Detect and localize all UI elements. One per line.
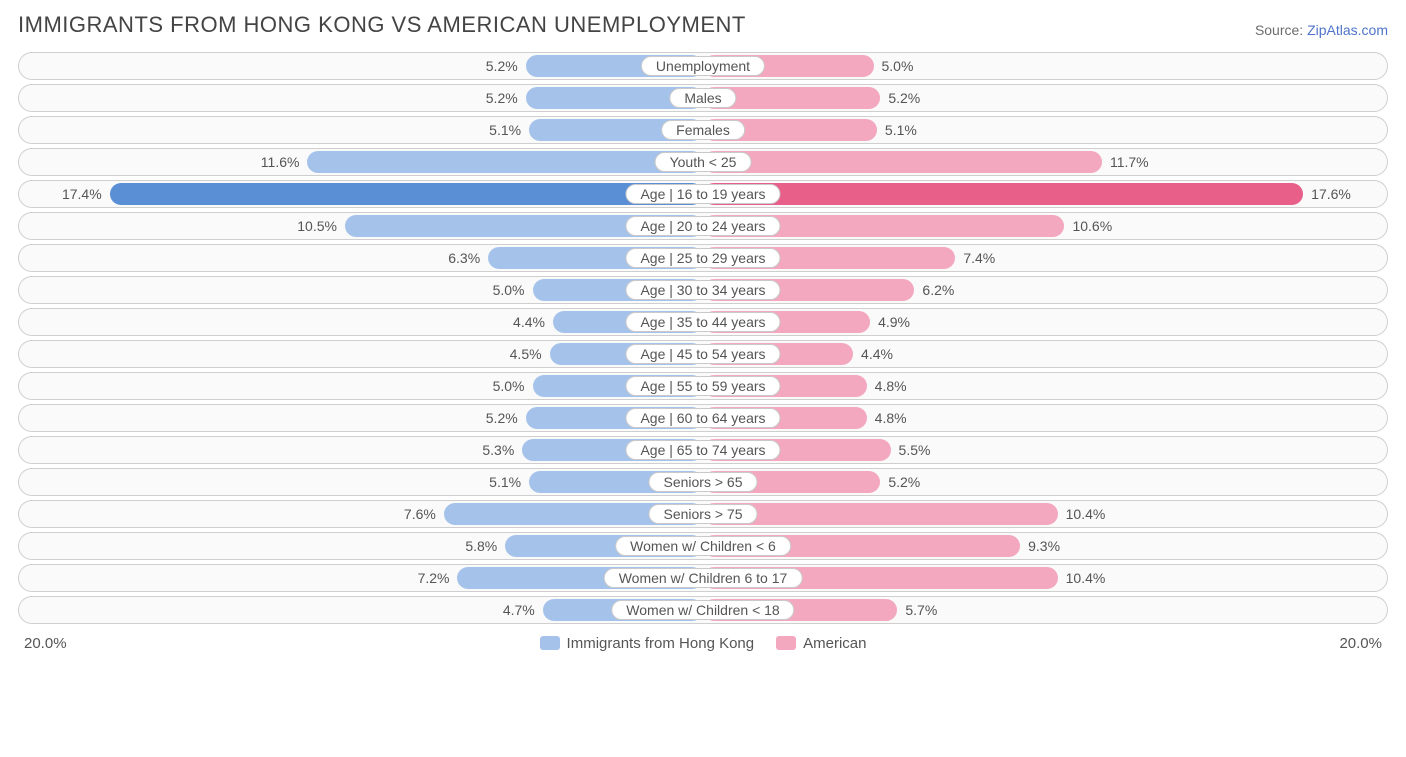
value-left: 5.1%	[489, 474, 521, 490]
legend-label-right: American	[803, 635, 866, 652]
chart-row: 4.7% 5.7% Women w/ Children < 18	[18, 596, 1388, 624]
value-right: 5.2%	[888, 90, 920, 106]
chart-row: 5.0% 6.2% Age | 30 to 34 years	[18, 276, 1388, 304]
row-label: Seniors > 75	[649, 504, 758, 524]
value-left: 7.6%	[404, 506, 436, 522]
chart-row: 6.3% 7.4% Age | 25 to 29 years	[18, 244, 1388, 272]
chart-row: 5.3% 5.5% Age | 65 to 74 years	[18, 436, 1388, 464]
value-left: 7.2%	[418, 570, 450, 586]
bar-right	[703, 183, 1303, 205]
chart-row: 5.2% 4.8% Age | 60 to 64 years	[18, 404, 1388, 432]
row-label: Age | 35 to 44 years	[625, 312, 780, 332]
value-right: 4.8%	[875, 410, 907, 426]
source-prefix: Source:	[1255, 22, 1307, 38]
row-label: Age | 65 to 74 years	[625, 440, 780, 460]
value-right: 7.4%	[963, 250, 995, 266]
legend-item-left: Immigrants from Hong Kong	[540, 635, 755, 652]
value-left: 6.3%	[448, 250, 480, 266]
chart-row: 5.1% 5.2% Seniors > 65	[18, 468, 1388, 496]
chart-row: 5.0% 4.8% Age | 55 to 59 years	[18, 372, 1388, 400]
row-label: Females	[661, 120, 745, 140]
value-right: 5.5%	[899, 442, 931, 458]
chart-row: 5.8% 9.3% Women w/ Children < 6	[18, 532, 1388, 560]
axis-label-left: 20.0%	[24, 635, 67, 652]
value-left: 5.8%	[465, 538, 497, 554]
value-left: 17.4%	[62, 186, 102, 202]
diverging-bar-chart: 5.2%5.0%Unemployment5.2%5.2%Males5.1%5.1…	[18, 52, 1388, 624]
value-right: 10.4%	[1066, 506, 1106, 522]
chart-row: 5.2% 5.2% Males	[18, 84, 1388, 112]
bar-left	[307, 151, 703, 173]
row-label: Age | 55 to 59 years	[625, 376, 780, 396]
row-label: Age | 45 to 54 years	[625, 344, 780, 364]
value-right: 17.6%	[1311, 186, 1351, 202]
value-right: 10.6%	[1072, 218, 1112, 234]
row-label: Age | 20 to 24 years	[625, 216, 780, 236]
value-left: 5.1%	[489, 122, 521, 138]
value-right: 5.7%	[905, 602, 937, 618]
chart-row: 17.4% 17.6% Age | 16 to 19 years	[18, 180, 1388, 208]
chart-row: 5.2% 5.0% Unemployment	[18, 52, 1388, 80]
value-right: 4.9%	[878, 314, 910, 330]
row-label: Seniors > 65	[649, 472, 758, 492]
value-right: 5.1%	[885, 122, 917, 138]
chart-legend: Immigrants from Hong Kong American	[540, 635, 867, 652]
chart-row: 11.6% 11.7% Youth < 25	[18, 148, 1388, 176]
value-left: 4.5%	[510, 346, 542, 362]
chart-row: 4.4% 4.9% Age | 35 to 44 years	[18, 308, 1388, 336]
value-right: 5.2%	[888, 474, 920, 490]
chart-header: IMMIGRANTS FROM HONG KONG VS AMERICAN UN…	[18, 12, 1388, 38]
chart-row: 5.1% 5.1% Females	[18, 116, 1388, 144]
value-left: 5.2%	[486, 410, 518, 426]
legend-label-left: Immigrants from Hong Kong	[567, 635, 755, 652]
value-right: 6.2%	[922, 282, 954, 298]
row-label: Women w/ Children 6 to 17	[604, 568, 803, 588]
row-label: Age | 30 to 34 years	[625, 280, 780, 300]
value-right: 4.8%	[875, 378, 907, 394]
value-right: 11.7%	[1110, 154, 1149, 170]
row-label: Age | 16 to 19 years	[625, 184, 780, 204]
value-left: 5.2%	[486, 90, 518, 106]
value-left: 10.5%	[297, 218, 337, 234]
value-left: 5.0%	[493, 378, 525, 394]
row-label: Youth < 25	[655, 152, 752, 172]
value-right: 10.4%	[1066, 570, 1106, 586]
legend-swatch-left	[540, 636, 560, 650]
chart-source: Source: ZipAtlas.com	[1255, 22, 1388, 38]
chart-row: 4.5% 4.4% Age | 45 to 54 years	[18, 340, 1388, 368]
row-label: Males	[669, 88, 736, 108]
source-link[interactable]: ZipAtlas.com	[1307, 22, 1388, 38]
row-label: Unemployment	[641, 56, 765, 76]
row-label: Age | 25 to 29 years	[625, 248, 780, 268]
row-label: Women w/ Children < 6	[615, 536, 791, 556]
value-right: 9.3%	[1028, 538, 1060, 554]
value-left: 5.3%	[482, 442, 514, 458]
value-right: 4.4%	[861, 346, 893, 362]
row-label: Age | 60 to 64 years	[625, 408, 780, 428]
value-left: 4.7%	[503, 602, 535, 618]
value-left: 5.2%	[486, 58, 518, 74]
value-left: 11.6%	[261, 154, 300, 170]
bar-right	[703, 151, 1102, 173]
chart-row: 7.2% 10.4% Women w/ Children 6 to 17	[18, 564, 1388, 592]
bar-left	[110, 183, 703, 205]
value-left: 4.4%	[513, 314, 545, 330]
value-right: 5.0%	[882, 58, 914, 74]
legend-swatch-right	[776, 636, 796, 650]
chart-row: 10.5% 10.6% Age | 20 to 24 years	[18, 212, 1388, 240]
value-left: 5.0%	[493, 282, 525, 298]
chart-row: 7.6% 10.4% Seniors > 75	[18, 500, 1388, 528]
legend-item-right: American	[776, 635, 866, 652]
row-label: Women w/ Children < 18	[611, 600, 794, 620]
axis-label-right: 20.0%	[1339, 635, 1382, 652]
chart-footer: 20.0% Immigrants from Hong Kong American…	[18, 630, 1388, 656]
chart-title: IMMIGRANTS FROM HONG KONG VS AMERICAN UN…	[18, 12, 746, 38]
